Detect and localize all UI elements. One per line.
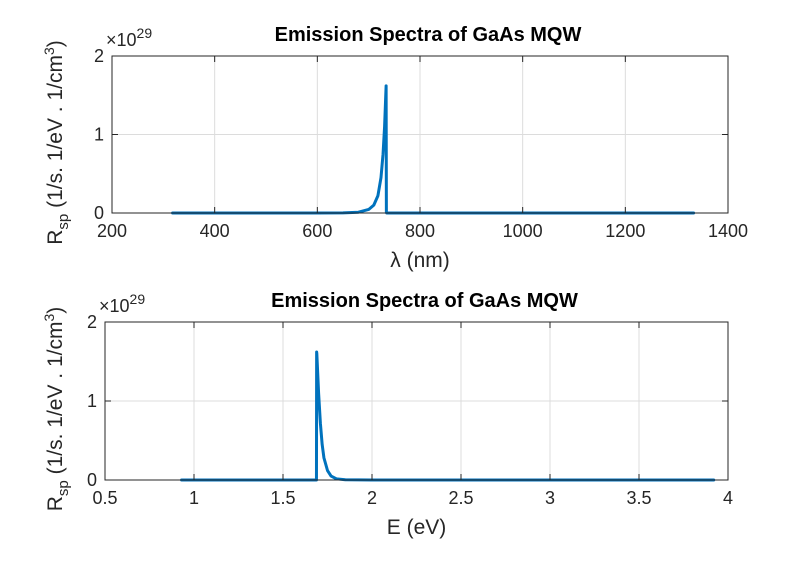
x-tick-label: 1000 [503, 221, 543, 241]
x-tick-label: 1.5 [270, 488, 295, 508]
chart-title: Emission Spectra of GaAs MQW [275, 24, 582, 46]
chart-panel-wavelength: 200 400 600 800 1000 1200 1400 0 1 2×1029 Emission… [41, 24, 748, 272]
x-tick-label: 0.5 [92, 488, 117, 508]
x-tick-label: 3 [545, 488, 555, 508]
y-tick-label: 1 [94, 125, 104, 145]
y-axis-label: Rsp (1/s. 1/eV . 1/cm3) [41, 307, 72, 512]
x-tick-label: 200 [97, 221, 127, 241]
x-tick-label: 3.5 [626, 488, 651, 508]
x-tick-label: 1 [189, 488, 199, 508]
y-tick-label: 1 [87, 391, 97, 411]
y-tick-label: 0 [87, 470, 97, 490]
x-axis-label: λ (nm) [390, 249, 450, 272]
x-tick-label: 800 [405, 221, 435, 241]
y-tick-label: 2 [94, 46, 104, 66]
y-axis-label: Rsp (1/s. 1/eV . 1/cm3) [41, 40, 72, 245]
chart-title: Emission Spectra of GaAs MQW [271, 290, 578, 312]
y-tick-label: 0 [94, 203, 104, 223]
x-tick-label: 2.5 [448, 488, 473, 508]
x-tick-label: 4 [723, 488, 733, 508]
y-exponent-label: ×1029 [106, 25, 152, 50]
x-tick-label: 400 [200, 221, 230, 241]
x-axis-label: E (eV) [387, 516, 447, 539]
x-tick-label: 1400 [708, 221, 748, 241]
x-tick-label: 1200 [605, 221, 645, 241]
y-exponent-label: ×1029 [99, 291, 145, 316]
x-tick-label: 2 [367, 488, 377, 508]
y-tick-label: 2 [87, 312, 97, 332]
x-tick-label: 600 [302, 221, 332, 241]
